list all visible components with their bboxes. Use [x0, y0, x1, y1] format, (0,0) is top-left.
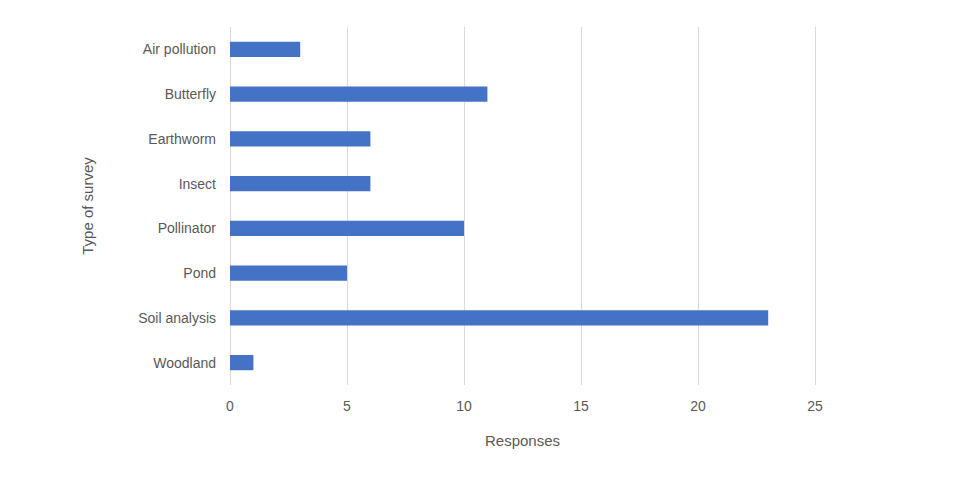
svg-text:15: 15	[573, 398, 589, 414]
svg-text:Air pollution: Air pollution	[143, 41, 216, 57]
svg-text:Insect: Insect	[179, 176, 216, 192]
svg-text:Woodland: Woodland	[153, 355, 216, 371]
svg-text:Pond: Pond	[183, 265, 216, 281]
svg-text:10: 10	[456, 398, 472, 414]
svg-text:0: 0	[226, 398, 234, 414]
svg-text:Butterfly: Butterfly	[165, 86, 216, 102]
svg-text:Earthworm: Earthworm	[148, 131, 216, 147]
svg-text:5: 5	[343, 398, 351, 414]
svg-text:Soil analysis: Soil analysis	[138, 310, 216, 326]
svg-text:Type of survey: Type of survey	[79, 157, 96, 255]
svg-text:20: 20	[690, 398, 706, 414]
svg-text:Responses: Responses	[485, 432, 560, 449]
svg-text:25: 25	[807, 398, 823, 414]
svg-text:Pollinator: Pollinator	[158, 220, 217, 236]
